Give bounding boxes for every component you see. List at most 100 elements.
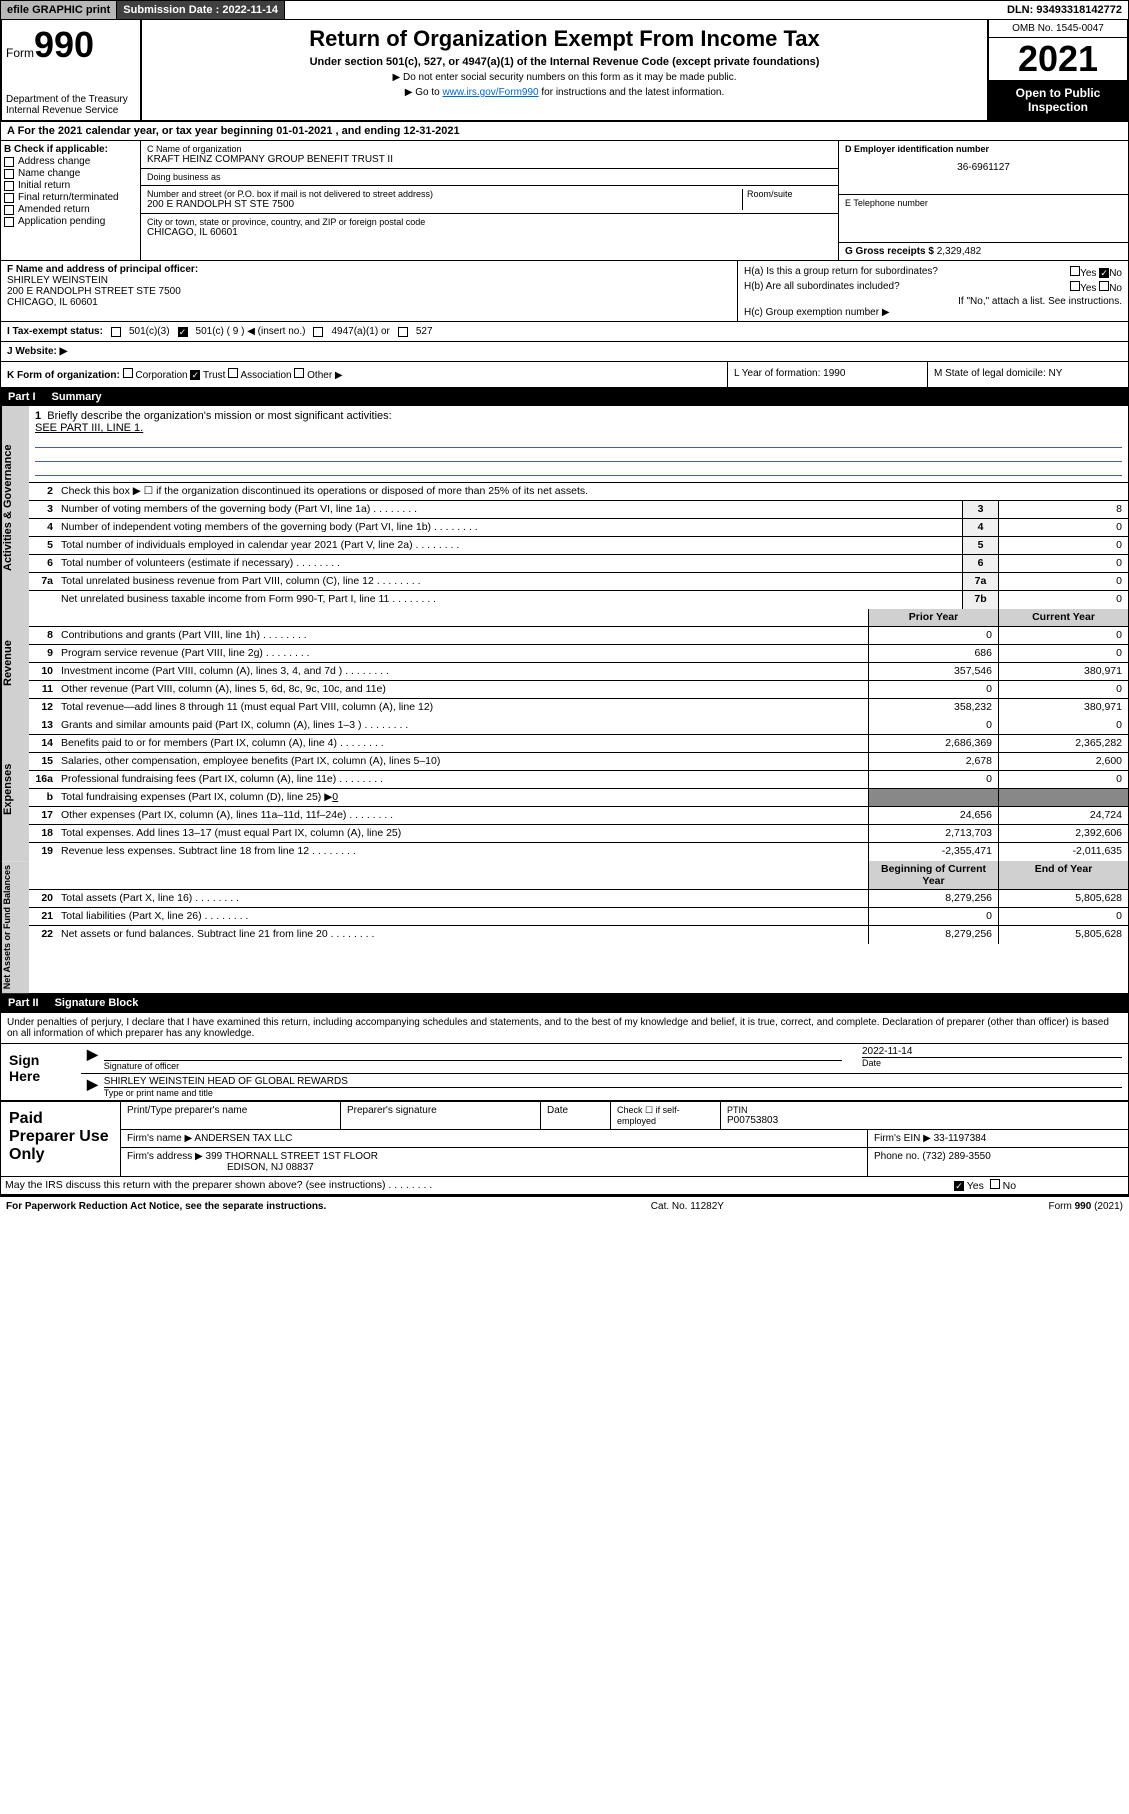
line6-val: 0 — [998, 555, 1128, 572]
website-row: J Website: ▶ — [0, 342, 1129, 362]
sign-here-label: Sign Here — [1, 1044, 81, 1100]
tax-exempt-label: I Tax-exempt status: — [7, 326, 103, 337]
chk-trust[interactable] — [190, 370, 200, 380]
chk-final-return[interactable] — [4, 193, 14, 203]
line15: Salaries, other compensation, employee b… — [57, 753, 868, 770]
omb-number: OMB No. 1545-0047 — [989, 20, 1127, 38]
line16a: Professional fundraising fees (Part IX, … — [57, 771, 868, 788]
line6: Total number of volunteers (estimate if … — [57, 555, 962, 572]
header-note1: ▶ Do not enter social security numbers o… — [148, 72, 981, 83]
chk-application-pending[interactable] — [4, 217, 14, 227]
form-page-ref: Form 990 (2021) — [1049, 1201, 1123, 1212]
l22-end: 5,805,628 — [998, 926, 1128, 944]
ein-label: D Employer identification number — [845, 144, 1122, 154]
l13-prior: 0 — [868, 717, 998, 734]
dln: DLN: 93493318142772 — [1001, 1, 1128, 19]
submission-date-label: Submission Date : 2022-11-14 — [117, 1, 285, 19]
hb-label: H(b) Are all subordinates included? — [744, 281, 900, 294]
firm-name: ANDERSEN TAX LLC — [194, 1133, 292, 1144]
ha-yes[interactable] — [1070, 266, 1080, 276]
officer-name: SHIRLEY WEINSTEIN — [7, 275, 731, 286]
line12: Total revenue—add lines 8 through 11 (mu… — [57, 699, 868, 717]
self-employed-check: Check ☐ if self-employed — [611, 1102, 721, 1129]
l10-current: 380,971 — [998, 663, 1128, 680]
l9-current: 0 — [998, 645, 1128, 662]
officer-name-title: SHIRLEY WEINSTEIN HEAD OF GLOBAL REWARDS — [104, 1076, 1122, 1087]
line7b: Net unrelated business taxable income fr… — [57, 591, 962, 609]
irs-link[interactable]: www.irs.gov/Form990 — [442, 87, 538, 98]
line19: Revenue less expenses. Subtract line 18 … — [57, 843, 868, 861]
chk-name-change[interactable] — [4, 169, 14, 179]
l19-current: -2,011,635 — [998, 843, 1128, 861]
chk-4947[interactable] — [313, 327, 323, 337]
firm-addr-label: Firm's address ▶ — [127, 1151, 203, 1162]
section-activities-governance: Activities & Governance — [1, 406, 29, 609]
open-to-public: Open to Public Inspection — [989, 80, 1127, 120]
firm-phone: (732) 289-3550 — [922, 1151, 990, 1162]
section-net-assets: Net Assets or Fund Balances — [1, 861, 29, 993]
l21-end: 0 — [998, 908, 1128, 925]
firm-ein-label: Firm's EIN ▶ — [874, 1133, 931, 1144]
section-revenue: Revenue — [1, 609, 29, 717]
ha-no[interactable] — [1099, 268, 1109, 278]
line5-val: 0 — [998, 537, 1128, 554]
chk-address-change[interactable] — [4, 157, 14, 167]
l16a-prior: 0 — [868, 771, 998, 788]
line14: Benefits paid to or for members (Part IX… — [57, 735, 868, 752]
form-number: 990 — [34, 24, 94, 65]
preparer-sig-label: Preparer's signature — [341, 1102, 541, 1129]
addr-label: Number and street (or P.O. box if mail i… — [147, 189, 742, 199]
l13-current: 0 — [998, 717, 1128, 734]
l11-current: 0 — [998, 681, 1128, 698]
line22: Net assets or fund balances. Subtract li… — [57, 926, 868, 944]
discuss-no[interactable] — [990, 1179, 1000, 1189]
chk-assoc[interactable] — [228, 368, 238, 378]
arrow-icon: ▶ — [87, 1046, 98, 1071]
ptin-value: P00753803 — [727, 1115, 1122, 1126]
preparer-name-label: Print/Type preparer's name — [121, 1102, 341, 1129]
col-b-checkboxes: B Check if applicable: Address change Na… — [1, 141, 141, 260]
chk-501c3[interactable] — [111, 327, 121, 337]
line10: Investment income (Part VIII, column (A)… — [57, 663, 868, 680]
line3-val: 8 — [998, 501, 1128, 518]
line3: Number of voting members of the governin… — [57, 501, 962, 518]
room-label: Room/suite — [742, 189, 832, 210]
chk-corp[interactable] — [123, 368, 133, 378]
l17-prior: 24,656 — [868, 807, 998, 824]
l18-prior: 2,713,703 — [868, 825, 998, 842]
begin-year-header: Beginning of Current Year — [868, 861, 998, 889]
l12-prior: 358,232 — [868, 699, 998, 717]
preparer-date-label: Date — [541, 1102, 611, 1129]
l14-prior: 2,686,369 — [868, 735, 998, 752]
hb-no[interactable] — [1099, 281, 1109, 291]
l12-current: 380,971 — [998, 699, 1128, 717]
ein-value: 36-6961127 — [845, 162, 1122, 173]
chk-other[interactable] — [294, 368, 304, 378]
org-name: KRAFT HEINZ COMPANY GROUP BENEFIT TRUST … — [147, 154, 832, 165]
l15-current: 2,600 — [998, 753, 1128, 770]
firm-phone-label: Phone no. — [874, 1151, 920, 1162]
hb-yes[interactable] — [1070, 281, 1080, 291]
efile-button[interactable]: efile GRAPHIC print — [1, 1, 117, 19]
sig-officer-label: Signature of officer — [104, 1060, 842, 1071]
city-label: City or town, state or province, country… — [147, 217, 832, 227]
arrow-icon: ▶ — [87, 1076, 98, 1098]
state-domicile: M State of legal domicile: NY — [928, 362, 1128, 387]
discuss-yes[interactable] — [954, 1181, 964, 1191]
sig-date-label: Date — [862, 1057, 1122, 1068]
dept-label: Department of the Treasury Internal Reve… — [6, 94, 136, 116]
line9: Program service revenue (Part VIII, line… — [57, 645, 868, 662]
part1-header: Part ISummary — [0, 388, 1129, 406]
line13: Grants and similar amounts paid (Part IX… — [57, 717, 868, 734]
line21: Total liabilities (Part X, line 26) — [57, 908, 868, 925]
chk-501c[interactable] — [178, 327, 188, 337]
l21-begin: 0 — [868, 908, 998, 925]
chk-amended[interactable] — [4, 205, 14, 215]
chk-initial-return[interactable] — [4, 181, 14, 191]
col-b-label: B Check if applicable: — [4, 144, 137, 155]
section-expenses: Expenses — [1, 717, 29, 861]
l20-end: 5,805,628 — [998, 890, 1128, 907]
chk-527[interactable] — [398, 327, 408, 337]
line1-label: Briefly describe the organization's miss… — [47, 410, 391, 422]
form-label: Form — [6, 46, 34, 60]
